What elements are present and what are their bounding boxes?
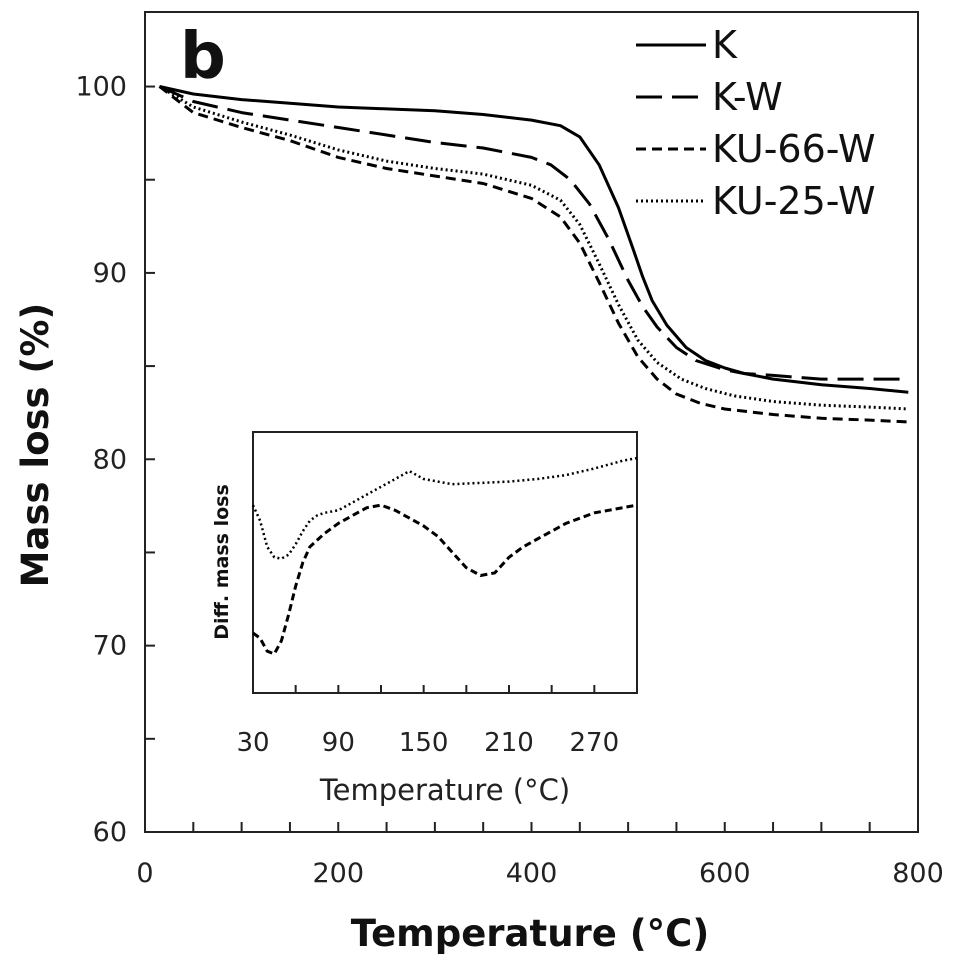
x-tick-label: 0: [136, 858, 153, 889]
y-tick-label: 80: [93, 444, 127, 475]
y-tick-label: 100: [75, 72, 127, 103]
inset-x-tick-label: 270: [570, 728, 620, 758]
legend-label: K-W: [712, 75, 783, 119]
y-tick-label: 90: [93, 258, 127, 289]
series-layer: [158, 85, 909, 424]
series-line-ku-25-w: [158, 85, 909, 411]
y-tick-label: 60: [93, 817, 127, 848]
inset-x-tick-label: 30: [236, 728, 269, 758]
inset-x-tick-label: 210: [484, 728, 534, 758]
legend-label: K: [712, 23, 738, 67]
x-tick-label: 400: [506, 858, 558, 889]
inset-chart: 30 90 150 210 270 Temperature (°C) Diff. mas…: [211, 431, 638, 807]
y-tick-label: 70: [93, 631, 127, 662]
x-tick-label: 200: [312, 858, 364, 889]
panel-label: b: [180, 20, 226, 94]
inset-x-axis-title: Temperature (°C): [319, 773, 570, 807]
y-axis: 60 70 80 90 100: [75, 72, 155, 848]
legend-label: KU-66-W: [712, 127, 876, 171]
y-axis-title: Mass loss (%): [14, 303, 57, 588]
inset-y-axis-title: Diff. mass loss: [211, 484, 233, 640]
inset-x-tick-label: 150: [399, 728, 449, 758]
inset-x-axis: 30 90 150 210 270: [236, 685, 638, 758]
inset-series-layer: [251, 456, 638, 656]
inset-x-tick-label: 90: [322, 728, 355, 758]
inset-series-line-1: [251, 456, 638, 560]
x-axis: 0 200 400 600 800: [136, 822, 944, 889]
series-line-k-w: [158, 85, 909, 381]
inset-series-line-2: [252, 503, 638, 656]
legend-label: KU-25-W: [712, 179, 876, 223]
x-axis-title: Temperature (°C): [351, 912, 710, 955]
inset-frame: [252, 431, 638, 694]
legend: K K-W KU-66-W KU-25-W: [636, 23, 876, 223]
x-tick-label: 600: [699, 858, 751, 889]
series-line-ku-66-w: [158, 85, 909, 424]
x-tick-label: 800: [892, 858, 944, 889]
